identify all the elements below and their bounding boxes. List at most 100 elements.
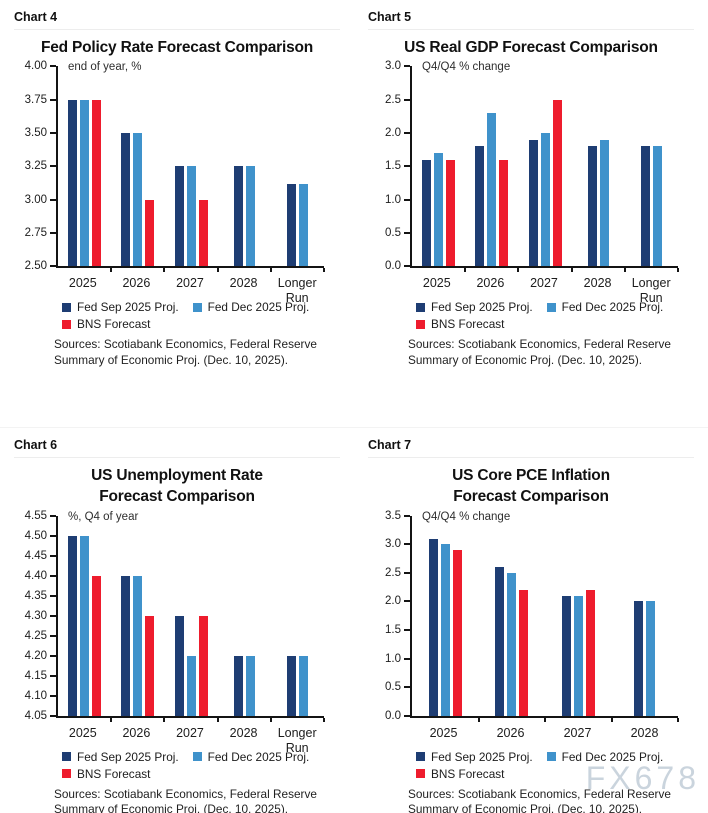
y-tick <box>50 694 56 697</box>
y-tick-label: 1.0 <box>385 193 401 206</box>
y-tick-label: 0.0 <box>385 260 401 273</box>
x-tick <box>323 268 325 273</box>
legend: Fed Sep 2025 Proj. Fed Dec 2025 Proj. BNS … <box>62 750 340 781</box>
legend-swatch-icon <box>62 319 71 329</box>
x-category-label: 2026 <box>122 725 151 740</box>
y-tick-label: 2.75 <box>24 227 47 240</box>
legend-label: Fed Sep 2025 Proj. <box>77 749 179 764</box>
y-tick-label: 4.10 <box>24 689 47 702</box>
legend-item: Fed Dec 2025 Proj. <box>192 749 340 764</box>
bar-group-2027 <box>164 516 217 716</box>
y-tick <box>50 594 56 597</box>
x-axis-labels: 2025 2026 2027 2028 <box>410 726 678 741</box>
legend-swatch-icon <box>416 752 425 762</box>
sources-note: Sources: Scotiabank Economics, Federal R… <box>408 786 671 813</box>
bar <box>174 166 184 267</box>
x-tick <box>163 717 166 722</box>
bar <box>585 590 595 716</box>
y-tick <box>50 132 56 135</box>
bar <box>121 133 131 267</box>
legend-swatch-icon <box>546 302 556 312</box>
x-tick <box>517 268 520 273</box>
y-axis-labels: 3.0 2.5 2.0 1.5 1.0 0.5 0.0 <box>368 60 410 272</box>
y-tick <box>404 132 410 135</box>
x-category-label: Longer Run <box>277 276 317 306</box>
chart-title: Fed Policy Rate Forecast Comparison <box>40 39 314 56</box>
y-tick <box>404 232 410 235</box>
legend-item: BNS Forecast <box>416 767 547 781</box>
x-tick <box>623 268 626 273</box>
chart-title: US Real GDP Forecast Comparison <box>404 39 658 56</box>
y-tick-label: 3.00 <box>24 193 47 206</box>
legend-label: Fed Sep 2025 Proj. <box>77 300 179 315</box>
y-tick <box>404 65 410 68</box>
y-tick <box>50 654 56 657</box>
bar <box>573 595 583 716</box>
bar <box>233 166 243 267</box>
bar <box>80 99 90 267</box>
bars-container <box>58 516 324 716</box>
chart-tag: Chart 4 <box>14 10 58 24</box>
axis-annotation: end of year, % <box>68 61 142 74</box>
y-tick-label: 4.35 <box>24 589 47 602</box>
x-tick <box>544 717 546 722</box>
x-category-label: 2025 <box>68 725 97 740</box>
x-category-label: 2028 <box>630 725 659 740</box>
y-tick-label: 2.0 <box>385 595 401 608</box>
x-tick <box>216 268 219 273</box>
plot-area: %, Q4 of year <box>50 511 325 722</box>
x-category-label: Longer Run <box>277 725 317 755</box>
legend-label: Fed Dec 2025 Proj. <box>207 749 310 764</box>
bar <box>552 99 562 267</box>
chart7-panel: Chart 7 US Core PCE Inflation Forecast C… <box>354 428 708 813</box>
bar <box>428 538 438 716</box>
legend-label: Fed Dec 2025 Proj. <box>207 300 310 315</box>
bar-group-2027 <box>545 516 612 716</box>
y-tick-label: 4.40 <box>24 569 47 582</box>
y-tick <box>50 165 56 168</box>
y-tick-label: 0.0 <box>385 709 401 722</box>
bars-container <box>412 66 678 267</box>
y-tick <box>404 543 410 546</box>
y-tick-label: 3.50 <box>24 127 47 140</box>
bar-group-2028 <box>572 66 625 267</box>
y-tick-label: 2.5 <box>385 566 401 579</box>
bar-group-2027 <box>518 66 571 267</box>
bar-group-longer-run <box>271 66 324 267</box>
legend-swatch-icon <box>62 302 71 312</box>
plot-area: end of year, % <box>50 61 325 273</box>
plot-wrap: 3.5 3.0 2.5 2.0 1.5 1.0 0.5 0.0 Q4/Q4 % change <box>368 510 694 722</box>
bar <box>186 166 196 267</box>
bars-container <box>58 66 324 267</box>
bar-group-longer-run <box>625 66 678 267</box>
x-category-label: 2025 <box>68 276 97 291</box>
bar-group-2025 <box>412 66 465 267</box>
legend-label: BNS Forecast <box>77 317 151 332</box>
x-tick <box>163 268 166 273</box>
bar <box>561 595 571 716</box>
x-category-label: Longer Run <box>631 276 671 306</box>
bar <box>640 146 650 267</box>
divider <box>14 457 340 458</box>
bar-group-2028 <box>218 66 271 267</box>
legend-swatch-icon <box>62 769 71 779</box>
bar-group-2028 <box>218 516 271 716</box>
bar <box>145 615 155 716</box>
y-tick <box>404 686 410 689</box>
y-tick <box>404 657 410 660</box>
x-category-label: 2025 <box>422 276 451 291</box>
legend-label: BNS Forecast <box>431 317 505 332</box>
chart-title: US Unemployment Rate Forecast Comparison <box>91 467 263 506</box>
y-axis-labels: 4.00 3.75 3.50 3.25 3.00 2.75 2.50 <box>14 60 56 272</box>
x-tick <box>110 268 113 273</box>
bar <box>540 133 550 267</box>
y-tick-label: 2.0 <box>385 127 401 140</box>
plot-wrap: 4.55 4.50 4.45 4.40 4.35 4.30 4.25 4.20 4.15 4.10… <box>14 510 340 722</box>
bar <box>133 133 143 267</box>
axis-annotation: Q4/Q4 % change <box>422 510 511 523</box>
legend-label: BNS Forecast <box>431 766 505 781</box>
bar <box>440 544 450 716</box>
x-category-label: 2028 <box>229 725 258 740</box>
y-tick-label: 3.0 <box>385 538 401 551</box>
x-tick <box>610 717 613 722</box>
